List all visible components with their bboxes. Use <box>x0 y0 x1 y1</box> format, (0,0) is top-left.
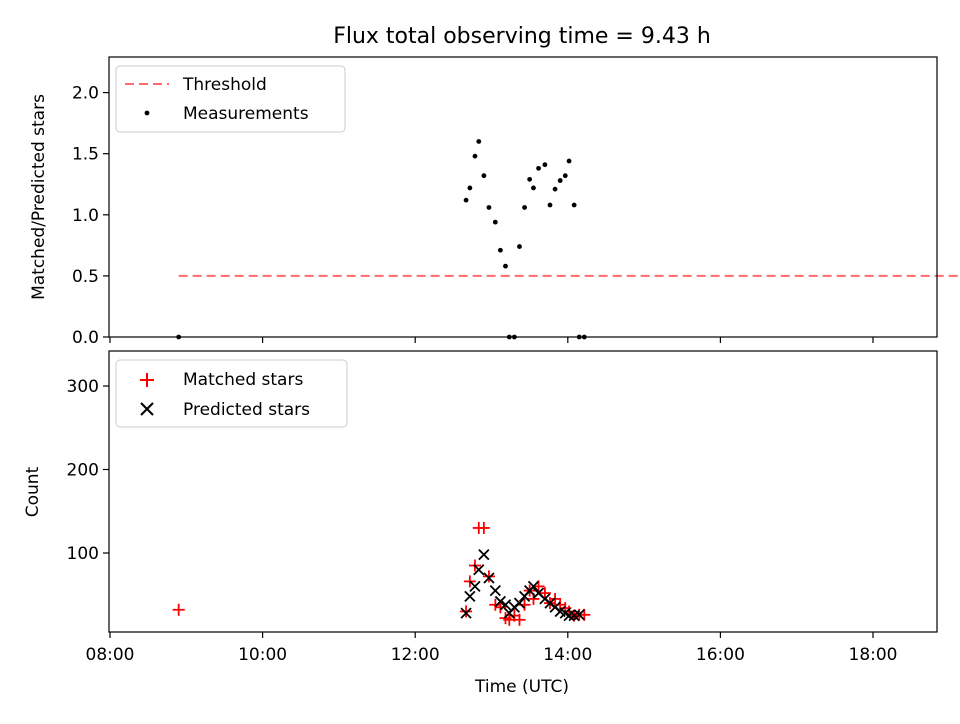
measurement-point <box>527 177 532 182</box>
measurement-point <box>503 264 508 269</box>
measurement-point <box>481 173 486 178</box>
top-y-tick-label: 0.0 <box>72 328 99 348</box>
legend-predicted-label: Predicted stars <box>183 400 310 420</box>
legend-threshold-label: Threshold <box>182 75 267 95</box>
legend-measurement-label: Measurements <box>183 104 309 124</box>
x-axis-label: Time (UTC) <box>474 677 569 697</box>
x-tick-label: 08:00 <box>86 645 135 665</box>
x-tick-label: 18:00 <box>849 645 898 665</box>
measurement-point <box>498 248 503 253</box>
top-legend: Threshold Measurements <box>116 66 345 132</box>
legend-measurement-swatch <box>145 111 150 116</box>
top-y-tick-label: 2.0 <box>72 84 99 104</box>
x-tick-label: 14:00 <box>543 645 592 665</box>
measurement-point <box>487 205 492 210</box>
measurement-point <box>517 244 522 249</box>
x-tick-label: 16:00 <box>696 645 745 665</box>
chart-title: Flux total observing time = 9.43 h <box>333 24 711 49</box>
x-tick-label: 12:00 <box>391 645 440 665</box>
measurement-point <box>563 173 568 178</box>
top-y-tick-label: 0.5 <box>72 267 99 287</box>
measurement-point <box>473 154 478 159</box>
measurement-point <box>548 203 553 208</box>
bottom-y-label: Count <box>23 466 43 517</box>
legend-matched-label: Matched stars <box>183 370 303 390</box>
measurement-point <box>464 198 469 203</box>
measurement-point <box>531 186 536 191</box>
measurement-point <box>572 203 577 208</box>
measurement-point <box>467 186 472 191</box>
bottom-y-tick-label: 100 <box>67 544 99 564</box>
bottom-y-tick-label: 300 <box>67 377 99 397</box>
measurement-point <box>567 159 572 164</box>
top-y-tick-label: 1.0 <box>72 206 99 226</box>
measurement-point <box>553 187 558 192</box>
measurement-point <box>493 220 498 225</box>
measurement-point <box>543 162 548 167</box>
top-y-label: Matched/Predicted stars <box>29 94 49 300</box>
bottom-y-tick-label: 200 <box>67 461 99 481</box>
measurement-point <box>558 178 563 183</box>
x-tick-label: 10:00 <box>238 645 287 665</box>
measurement-point <box>536 166 541 171</box>
measurement-point <box>522 205 527 210</box>
measurement-point <box>476 139 481 144</box>
bottom-legend: Matched stars Predicted stars <box>116 360 347 427</box>
top-y-tick-label: 1.5 <box>72 145 99 165</box>
